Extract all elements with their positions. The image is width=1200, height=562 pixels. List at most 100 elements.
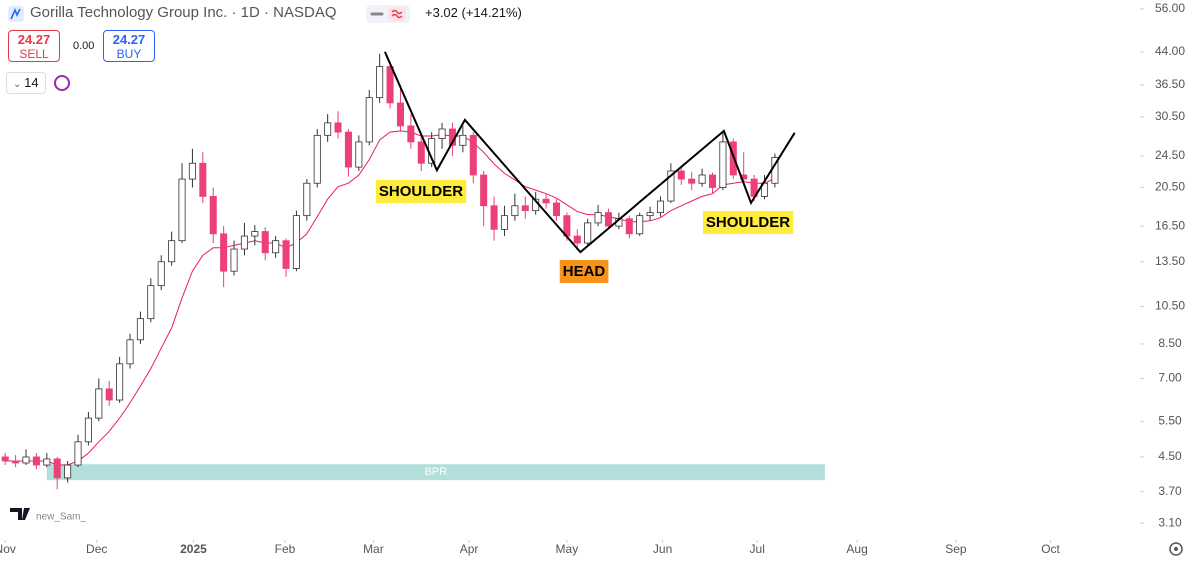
candle-body (1, 456, 9, 462)
candle-body (573, 235, 581, 244)
candle-body (116, 363, 124, 401)
y-tick-label: 10.50 (1155, 299, 1185, 313)
price-change: +3.02 (+14.21%) (425, 5, 522, 20)
candle-body (490, 205, 498, 230)
x-tick-label: Apr (460, 542, 479, 556)
candle-body (251, 231, 259, 237)
ma-length: 14 (24, 75, 39, 90)
candle-body (220, 233, 228, 272)
plot-area: BPR SHOULDER HEAD SHOULDER (1, 51, 825, 490)
candle-body (282, 240, 290, 269)
y-tick-label: 36.50 (1155, 77, 1185, 91)
candle-body (344, 131, 352, 168)
spread: 0.00 (73, 40, 95, 52)
candle-body (708, 174, 717, 188)
candle-body (667, 170, 675, 202)
candle-body (438, 128, 446, 139)
axes: 3.10 3.70 4.50 5.50 7.00 8.50 10.50 13.50 16.50 2… (0, 1, 1185, 556)
candle-body (53, 458, 61, 479)
y-tick-label: 7.00 (1158, 371, 1182, 385)
settings-icon[interactable] (1169, 542, 1183, 556)
y-tick-label: 20.50 (1155, 180, 1185, 194)
candle-body (12, 460, 20, 464)
candle-body (677, 170, 685, 180)
x-tick-label: Jul (750, 542, 765, 556)
buy-button[interactable]: 24.27 BUY (103, 30, 155, 62)
candle-body (136, 318, 144, 341)
y-tick-label: 13.50 (1155, 254, 1185, 268)
indicator-length[interactable]: ⌄ 14 (6, 72, 46, 94)
x-tick-label: May (556, 542, 579, 556)
candle-body (261, 231, 269, 254)
candle-body (417, 141, 425, 164)
annotation-box (375, 179, 467, 203)
candle-body (95, 388, 103, 419)
candle-body (303, 182, 311, 217)
pattern-line (383, 51, 796, 254)
x-tick-label: Sep (945, 542, 967, 556)
candle-body (43, 458, 51, 466)
candle-body (459, 134, 467, 146)
sell-button[interactable]: 24.27 SELL (8, 30, 60, 62)
annotation-box (702, 210, 794, 234)
candle-body (552, 202, 560, 217)
tv-logo (10, 508, 30, 520)
candle-body (178, 178, 186, 242)
y-tick-label: 4.50 (1158, 449, 1182, 463)
settings-icon (1174, 547, 1178, 551)
candle-body (157, 261, 165, 287)
candle-body (240, 235, 248, 250)
x-tick-label: Aug (846, 542, 867, 556)
candle-body (594, 212, 602, 224)
candle-body (64, 464, 72, 479)
bpr-label: BPR (425, 466, 448, 478)
candle-body (292, 215, 300, 269)
candle-body (334, 122, 342, 133)
y-tick-label: 16.50 (1155, 218, 1185, 232)
candle-body (636, 215, 644, 235)
candle-body (511, 205, 519, 217)
x-tick-label: Dec (86, 542, 107, 556)
y-tick-label: 8.50 (1158, 336, 1182, 350)
candle-body (168, 240, 176, 263)
status-icon (391, 9, 403, 19)
y-tick-label: 30.50 (1155, 109, 1185, 123)
annotation-box (559, 259, 609, 283)
candle-body (365, 97, 373, 143)
candle-body (126, 339, 134, 365)
candle-body (147, 285, 155, 320)
candle-body (542, 198, 550, 204)
candle-body (698, 174, 706, 184)
candle-body (521, 205, 529, 212)
y-tick-label: 44.00 (1155, 44, 1185, 58)
candle-body (272, 240, 280, 254)
candle-body (760, 182, 769, 197)
x-tick-label: Jun (653, 542, 672, 556)
candle-body (199, 162, 207, 197)
candle-body (584, 222, 592, 244)
sell-label: SELL (19, 47, 49, 61)
y-tick-label: 24.50 (1155, 148, 1185, 162)
candle-body (386, 66, 394, 104)
indicator-refresh[interactable] (54, 75, 70, 91)
x-tick-label: Nov (0, 542, 16, 556)
annotation-label: SHOULDER (706, 214, 790, 231)
dropdown-icon: ⌄ (13, 79, 25, 90)
candle-body (230, 248, 238, 272)
buy-label: BUY (116, 47, 142, 61)
candle-body (719, 141, 727, 188)
candle-body (407, 125, 415, 143)
y-tick-label: 3.70 (1158, 484, 1182, 498)
y-tick-label: 5.50 (1158, 413, 1182, 427)
candle-body (355, 141, 363, 168)
candle-body (376, 66, 384, 99)
candle-body (396, 102, 404, 127)
status-icon (388, 7, 406, 21)
x-tick-label: Oct (1041, 542, 1060, 556)
candle-body (22, 456, 30, 464)
candle-body (32, 456, 40, 466)
candle-body (105, 388, 113, 401)
candle-body (209, 196, 217, 235)
candle-body (656, 200, 665, 214)
